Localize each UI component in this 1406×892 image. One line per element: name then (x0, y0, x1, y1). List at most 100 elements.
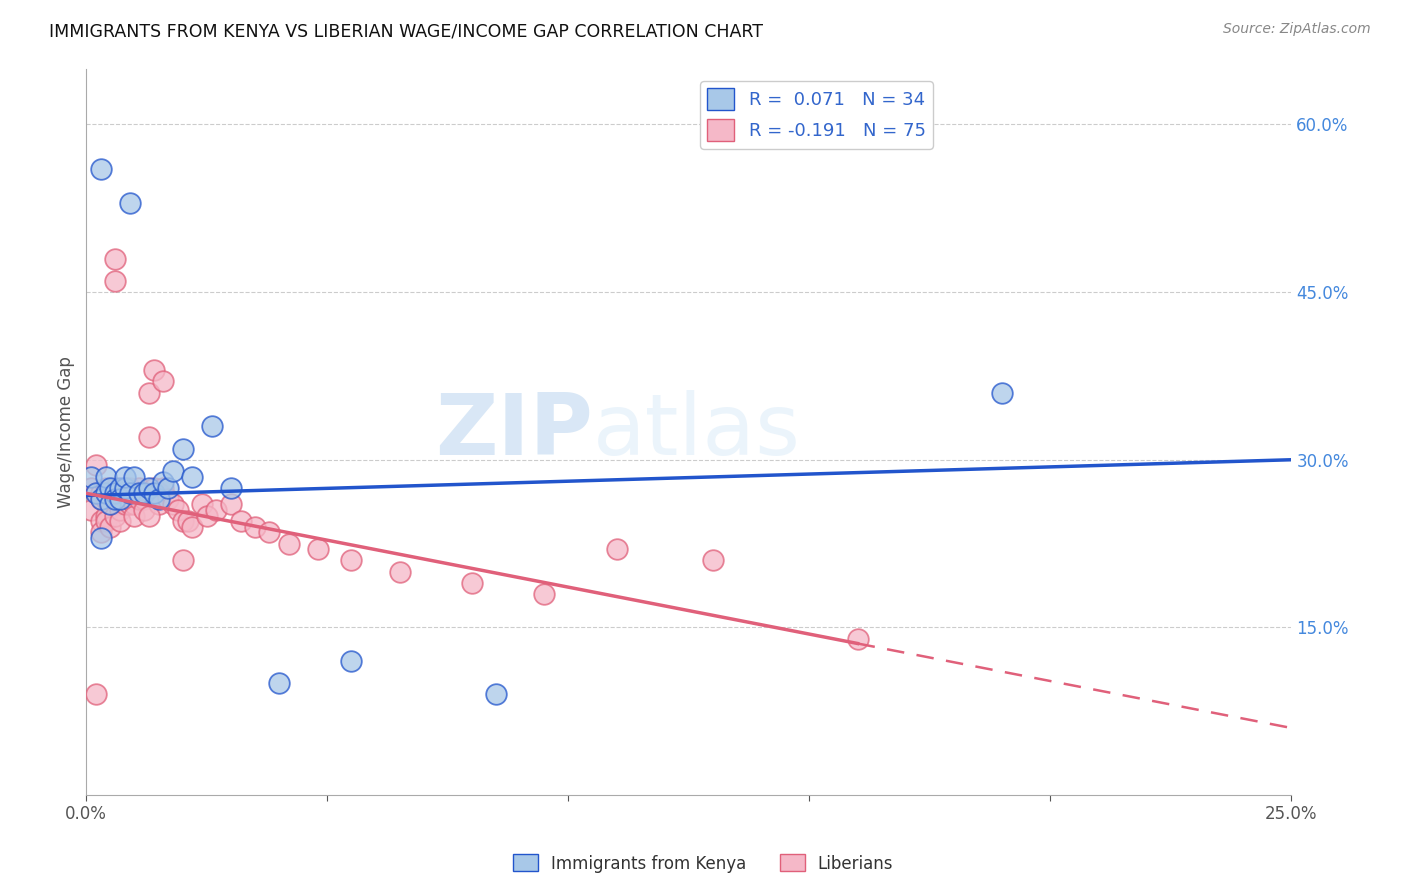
Point (84, 458, 107, 473)
Point (846, 632, 869, 646)
Point (152, 481, 174, 495)
Point (100, 491, 122, 506)
Point (104, 481, 127, 495)
Point (128, 481, 150, 495)
Point (80, 469, 103, 483)
Point (277, 536, 299, 550)
Point (134, 503, 156, 517)
Point (461, 575, 484, 590)
Point (485, 688, 508, 702)
Point (124, 491, 146, 506)
Point (114, 481, 136, 495)
Point (134, 486, 156, 500)
Point (702, 553, 724, 567)
Point (104, 491, 127, 506)
Point (138, 430, 160, 444)
Point (104, 486, 127, 500)
Text: IMMIGRANTS FROM KENYA VS LIBERIAN WAGE/INCOME GAP CORRELATION CHART: IMMIGRANTS FROM KENYA VS LIBERIAN WAGE/I… (49, 22, 763, 40)
Point (142, 481, 165, 495)
Point (201, 419, 224, 434)
Point (219, 498, 242, 512)
Point (108, 481, 131, 495)
Point (118, 481, 141, 495)
Point (157, 481, 180, 495)
Point (269, 676, 291, 690)
Point (118, 498, 141, 512)
Point (114, 469, 136, 483)
Point (94, 491, 117, 506)
Point (152, 475, 174, 489)
Point (195, 508, 218, 523)
Point (94, 508, 117, 523)
Point (148, 486, 170, 500)
Point (84, 688, 107, 702)
Point (162, 464, 184, 478)
Point (94, 469, 117, 483)
Point (90, 162, 112, 177)
Point (307, 542, 329, 557)
Point (94, 486, 117, 500)
Point (229, 514, 252, 528)
Point (219, 481, 242, 495)
Point (606, 542, 628, 557)
Point (142, 363, 165, 377)
Y-axis label: Wage/Income Gap: Wage/Income Gap (58, 356, 75, 508)
Point (340, 654, 363, 668)
Point (205, 503, 228, 517)
Legend: Immigrants from Kenya, Liberians: Immigrants from Kenya, Liberians (506, 847, 900, 880)
Point (191, 498, 214, 512)
Point (118, 195, 141, 210)
Point (114, 498, 136, 512)
Point (114, 486, 136, 500)
Point (84, 486, 107, 500)
Point (100, 498, 122, 512)
Point (124, 498, 146, 512)
Point (114, 481, 136, 495)
Text: atlas: atlas (592, 391, 800, 474)
Point (124, 486, 146, 500)
Point (104, 252, 127, 266)
Point (138, 508, 160, 523)
Point (148, 491, 170, 506)
Point (80, 503, 103, 517)
Point (94, 481, 117, 495)
Point (100, 481, 122, 495)
Point (172, 553, 194, 567)
Point (100, 486, 122, 500)
Point (181, 520, 204, 534)
Point (142, 486, 165, 500)
Point (108, 486, 131, 500)
Point (108, 491, 131, 506)
Point (90, 491, 112, 506)
Point (243, 520, 266, 534)
Point (157, 491, 180, 506)
Point (94, 514, 117, 528)
Point (138, 385, 160, 400)
Point (172, 442, 194, 456)
Point (84, 486, 107, 500)
Point (90, 514, 112, 528)
Point (172, 514, 194, 528)
Point (118, 491, 141, 506)
Point (108, 514, 131, 528)
Point (104, 274, 127, 288)
Point (104, 508, 127, 523)
Point (388, 565, 411, 579)
Point (128, 491, 150, 506)
Point (80, 481, 103, 495)
Point (128, 486, 150, 500)
Text: ZIP: ZIP (434, 391, 592, 474)
Legend: R =  0.071   N = 34, R = -0.191   N = 75: R = 0.071 N = 34, R = -0.191 N = 75 (700, 81, 934, 149)
Point (90, 491, 112, 506)
Point (533, 587, 555, 601)
Point (90, 486, 112, 500)
Point (108, 503, 131, 517)
Point (104, 491, 127, 506)
Text: Source: ZipAtlas.com: Source: ZipAtlas.com (1223, 22, 1371, 37)
Point (167, 503, 190, 517)
Point (148, 498, 170, 512)
Point (176, 514, 198, 528)
Point (124, 469, 146, 483)
Point (124, 508, 146, 523)
Point (152, 375, 174, 389)
